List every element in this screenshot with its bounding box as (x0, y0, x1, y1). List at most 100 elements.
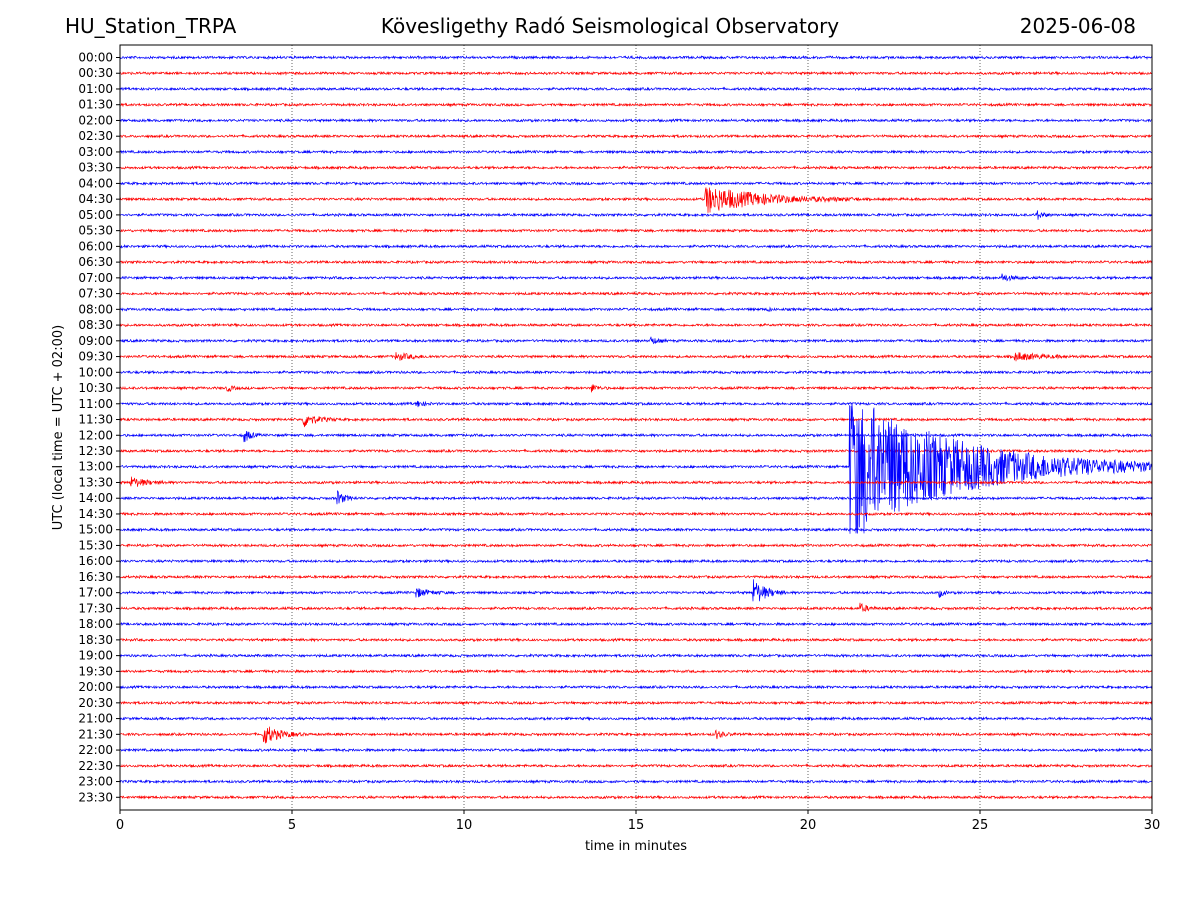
y-tick-label: 22:30 (78, 759, 113, 773)
seismic-trace-2000 (119, 684, 1153, 690)
y-tick-label: 14:00 (78, 491, 113, 505)
seismic-trace-0030 (119, 70, 1153, 76)
y-tick-label: 15:30 (78, 538, 113, 552)
y-tick-label: 17:30 (78, 601, 113, 615)
y-tick-label: 01:30 (78, 98, 113, 112)
seismic-trace-2330 (119, 794, 1153, 800)
y-tick-label: 10:00 (78, 365, 113, 379)
seismic-trace-0600 (119, 243, 1153, 250)
seismic-trace-1900 (119, 653, 1153, 659)
x-tick-label: 5 (288, 818, 296, 833)
y-tick-label: 23:30 (78, 790, 113, 804)
page-title: Kövesligethy Radó Seismological Observat… (380, 14, 840, 38)
seismic-trace-1630 (119, 574, 1153, 580)
y-tick-label: 00:30 (78, 66, 113, 80)
seismic-trace-2200 (119, 747, 1153, 753)
y-tick-label: 20:30 (78, 696, 113, 710)
y-tick-label: 23:00 (78, 775, 113, 789)
y-tick-label: 10:30 (78, 381, 113, 395)
record-date: 2025-06-08 (1019, 14, 1136, 38)
seismic-trace-1430 (119, 511, 1153, 517)
seismic-trace-2300 (119, 779, 1153, 785)
y-tick-label: 22:00 (78, 743, 113, 757)
x-tick-label: 30 (1144, 818, 1161, 833)
seismic-trace-1000 (119, 369, 1153, 375)
y-tick-label: 09:00 (78, 334, 113, 348)
y-tick-label: 15:00 (78, 523, 113, 537)
y-tick-label: 21:30 (78, 727, 113, 741)
seismic-trace-1100 (119, 400, 1153, 408)
y-tick-label: 08:00 (78, 302, 113, 316)
y-axis-label: UTC (local time = UTC + 02:00) (51, 325, 66, 530)
y-tick-label: 07:00 (78, 271, 113, 285)
x-tick-label: 15 (628, 818, 645, 833)
seismic-trace-1530 (119, 542, 1153, 549)
y-tick-label: 20:00 (78, 680, 113, 694)
y-tick-label: 00:00 (78, 51, 113, 65)
y-tick-label: 01:00 (78, 82, 113, 96)
x-tick-label: 0 (116, 818, 124, 833)
y-tick-label: 08:30 (78, 318, 113, 332)
seismic-trace-2230 (119, 763, 1153, 769)
y-tick-label: 17:00 (78, 586, 113, 600)
y-tick-label: 11:30 (78, 413, 113, 427)
seismic-trace-1200 (119, 431, 1153, 443)
seismic-trace-1730 (119, 602, 1153, 613)
seismic-trace-0200 (119, 117, 1153, 124)
seismic-trace-1500 (119, 527, 1153, 533)
seismic-trace-1030 (119, 384, 1153, 393)
seismic-trace-0300 (119, 149, 1153, 155)
seismic-trace-1600 (119, 558, 1153, 564)
x-axis-label: time in minutes (585, 839, 687, 854)
y-tick-label: 04:00 (78, 176, 113, 190)
seismic-trace-1130 (119, 415, 1153, 428)
y-tick-label: 07:30 (78, 287, 113, 301)
x-tick-label: 10 (456, 818, 473, 833)
y-tick-label: 02:00 (78, 113, 113, 127)
y-tick-label: 13:30 (78, 475, 113, 489)
seismic-trace-0730 (119, 291, 1153, 297)
x-tick-label: 25 (972, 818, 989, 833)
seismic-trace-0400 (119, 180, 1153, 187)
seismic-trace-2030 (119, 700, 1153, 706)
y-tick-label: 11:00 (78, 397, 113, 411)
seismic-trace-0530 (119, 228, 1152, 234)
seismic-trace-1700 (119, 579, 1153, 602)
seismic-trace-0630 (119, 259, 1153, 265)
y-tick-label: 03:00 (78, 145, 113, 159)
seismic-trace-1400 (119, 490, 1153, 505)
seismic-trace-0930 (119, 352, 1153, 362)
y-tick-label: 12:30 (78, 444, 113, 458)
y-tick-label: 18:00 (78, 617, 113, 631)
seismic-trace-0000 (119, 54, 1153, 61)
seismic-trace-0900 (119, 336, 1153, 345)
station-name: HU_Station_TRPA (65, 14, 237, 38)
y-tick-label: 05:30 (78, 224, 113, 238)
y-tick-label: 16:00 (78, 554, 113, 568)
y-tick-label: 05:00 (78, 208, 113, 222)
x-tick-label: 20 (800, 818, 817, 833)
y-tick-label: 12:00 (78, 428, 113, 442)
seismic-trace-1300 (119, 403, 1153, 534)
y-tick-label: 21:00 (78, 712, 113, 726)
y-tick-label: 14:30 (78, 507, 113, 521)
seismic-trace-1930 (119, 668, 1153, 674)
y-tick-label: 09:30 (78, 350, 113, 364)
seismic-trace-0230 (119, 133, 1153, 139)
seismic-trace-1800 (119, 621, 1153, 627)
seismic-trace-0800 (119, 306, 1153, 313)
y-tick-label: 19:00 (78, 649, 113, 663)
seismic-trace-2130 (119, 726, 1153, 744)
seismic-trace-0830 (119, 322, 1153, 328)
y-tick-label: 19:30 (78, 664, 113, 678)
seismic-trace-0100 (119, 86, 1153, 92)
seismic-trace-0700 (119, 273, 1153, 282)
seismic-trace-1330 (119, 476, 1153, 487)
y-tick-label: 06:30 (78, 255, 113, 269)
y-tick-label: 16:30 (78, 570, 113, 584)
y-tick-label: 18:30 (78, 633, 113, 647)
seismic-trace-0430 (119, 187, 1153, 213)
y-tick-label: 03:30 (78, 161, 113, 175)
y-tick-label: 04:30 (78, 192, 113, 206)
